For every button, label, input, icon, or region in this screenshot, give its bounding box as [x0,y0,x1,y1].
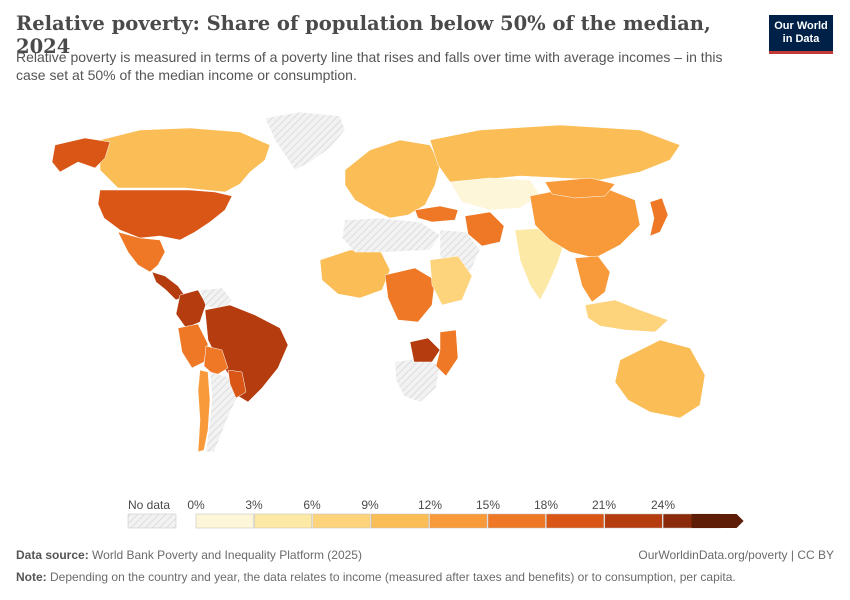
region-turkiye[interactable]: Türkiye [414,205,459,223]
legend-tick-24: 24% [650,498,676,512]
legend-tick-3: 3% [245,498,263,512]
region-russia[interactable]: Russia [429,124,681,183]
note-label: Note: [16,570,47,584]
region-iran[interactable]: Iran [464,211,505,247]
region-zimbabwe[interactable]: Zimbabwe region [409,337,441,363]
legend-tick-9: 9% [361,498,379,512]
legend-tick-18: 18% [533,498,559,512]
region-east-africa[interactable]: East Africa [429,255,473,306]
legend-no-data-label: No data [128,498,171,512]
legend-swatch-0 [195,513,254,529]
region-central-africa[interactable]: Central Africa [384,267,436,323]
region-europe[interactable]: Europe [344,139,441,219]
legend-swatch-1 [254,513,313,529]
logo-line-1: Our World [774,20,828,32]
region-southern-africa[interactable]: Southern Africa [394,357,441,403]
source-url-link[interactable]: OurWorldinData.org/poverty | CC BY [638,548,834,562]
legend-tick-15: 15% [475,498,501,512]
region-indonesia[interactable]: Indonesia [584,299,669,333]
world-map[interactable]: Greenland Canada Alaska (United States) … [0,100,850,480]
region-chile[interactable]: Chile [197,369,211,453]
legend-swatch-7 [604,513,663,529]
region-alaska[interactable]: Alaska (United States) [51,137,111,173]
owid-logo[interactable]: Our World in Data [769,15,833,54]
legend-tick-21: 21% [591,498,617,512]
region-bolivia[interactable]: Bolivia [203,345,229,377]
region-australia[interactable]: Australia [614,339,706,419]
data-source: Data source: World Bank Poverty and Ineq… [16,548,362,562]
legend-no-data-swatch [127,513,177,529]
logo-line-2: in Data [782,33,820,45]
legend-tick-0: 0% [187,498,205,512]
legend-swatch-4 [429,513,488,529]
region-west-africa[interactable]: West Africa [319,249,391,299]
chart-subtitle: Relative poverty is measured in terms of… [16,49,723,83]
region-united-states[interactable]: United States [97,189,233,241]
region-mongolia[interactable]: Mongolia [544,177,616,199]
data-source-label: Data source: [16,548,89,562]
region-colombia[interactable]: Colombia [175,289,207,329]
legend-swatches [195,513,744,529]
legend-color-bar [127,513,744,529]
legend-swatch-3 [370,513,429,529]
footer-note: Note: Depending on the country and year,… [16,570,836,584]
legend-swatch-2 [312,513,371,529]
legend-tick-12: 12% [417,498,443,512]
region-southeast-asia[interactable]: Southeast Asia [574,255,611,303]
region-peru[interactable]: Peru [177,323,209,369]
legend-swatch-6 [546,513,605,529]
region-mozambique[interactable]: Mozambique [435,329,459,377]
region-paraguay-uruguay[interactable]: Paraguay and Uruguay [227,369,247,399]
region-japan[interactable]: Japan [649,197,669,237]
note-text: Depending on the country and year, the d… [50,570,736,584]
region-canada[interactable]: Canada [99,127,271,193]
region-kazakhstan[interactable]: Kazakhstan [449,177,541,211]
chart-title: Relative poverty: Share of population be… [16,12,711,58]
region-north-africa[interactable]: North Africa [341,217,441,253]
legend-tick-6: 6% [303,498,321,512]
legend-swatch-5 [487,513,546,529]
legend-arrow [691,514,744,528]
data-source-text: World Bank Poverty and Inequality Platfo… [92,548,362,562]
region-venezuela[interactable]: Venezuela [199,287,233,311]
region-greenland[interactable]: Greenland [264,111,346,171]
region-mexico[interactable]: Mexico [117,231,166,273]
